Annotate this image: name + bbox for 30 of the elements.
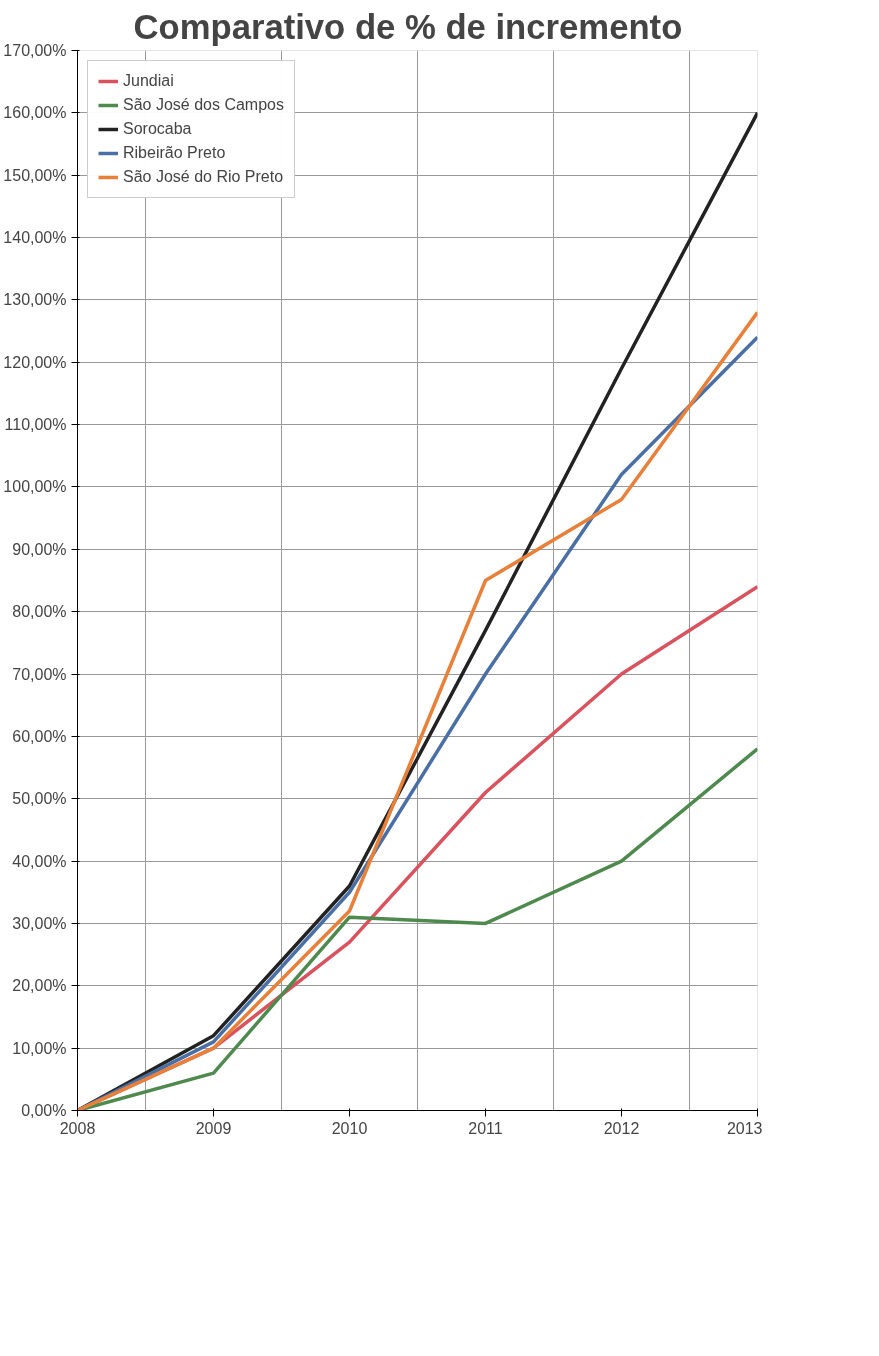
y-tick-label: 170,00% <box>3 42 67 59</box>
x-tick-label: 2009 <box>195 1119 232 1137</box>
x-tick-label: 2011 <box>468 1119 503 1137</box>
y-tick-label: 100,00% <box>3 478 67 496</box>
y-tick-label: 30,00% <box>12 914 67 932</box>
legend-label: Ribeirão Preto <box>123 144 226 162</box>
y-tick-label: 160,00% <box>3 104 67 122</box>
legend-label: São José do Rio Preto <box>123 168 284 186</box>
chart-title: Comparativo de % de incremento <box>133 7 683 46</box>
y-tick-label: 70,00% <box>12 665 67 683</box>
y-tick-label: 120,00% <box>3 353 67 371</box>
legend-label: São José dos Campos <box>123 96 284 114</box>
y-tick-label: 50,00% <box>12 790 67 808</box>
y-tick-label: 40,00% <box>12 852 67 870</box>
x-tick-label: 2012 <box>603 1119 640 1137</box>
y-tick-label: 140,00% <box>3 229 67 247</box>
y-tick-label: 150,00% <box>3 166 67 184</box>
y-tick-label: 0,00% <box>21 1102 67 1119</box>
legend-label: Jundiai <box>123 72 174 90</box>
legend-label: Sorocaba <box>123 120 192 138</box>
y-tick-label: 110,00% <box>4 416 67 434</box>
x-tick-label: 2008 <box>59 1119 96 1137</box>
y-tick-label: 90,00% <box>12 540 67 558</box>
y-tick-label: 20,00% <box>12 977 67 995</box>
y-tick-label: 130,00% <box>3 291 67 309</box>
y-tick-label: 10,00% <box>12 1039 67 1057</box>
y-tick-label: 80,00% <box>12 603 67 621</box>
x-tick-label: 2010 <box>331 1119 368 1137</box>
y-tick-label: 60,00% <box>12 727 67 745</box>
x-tick-label: 2013 <box>726 1119 763 1137</box>
